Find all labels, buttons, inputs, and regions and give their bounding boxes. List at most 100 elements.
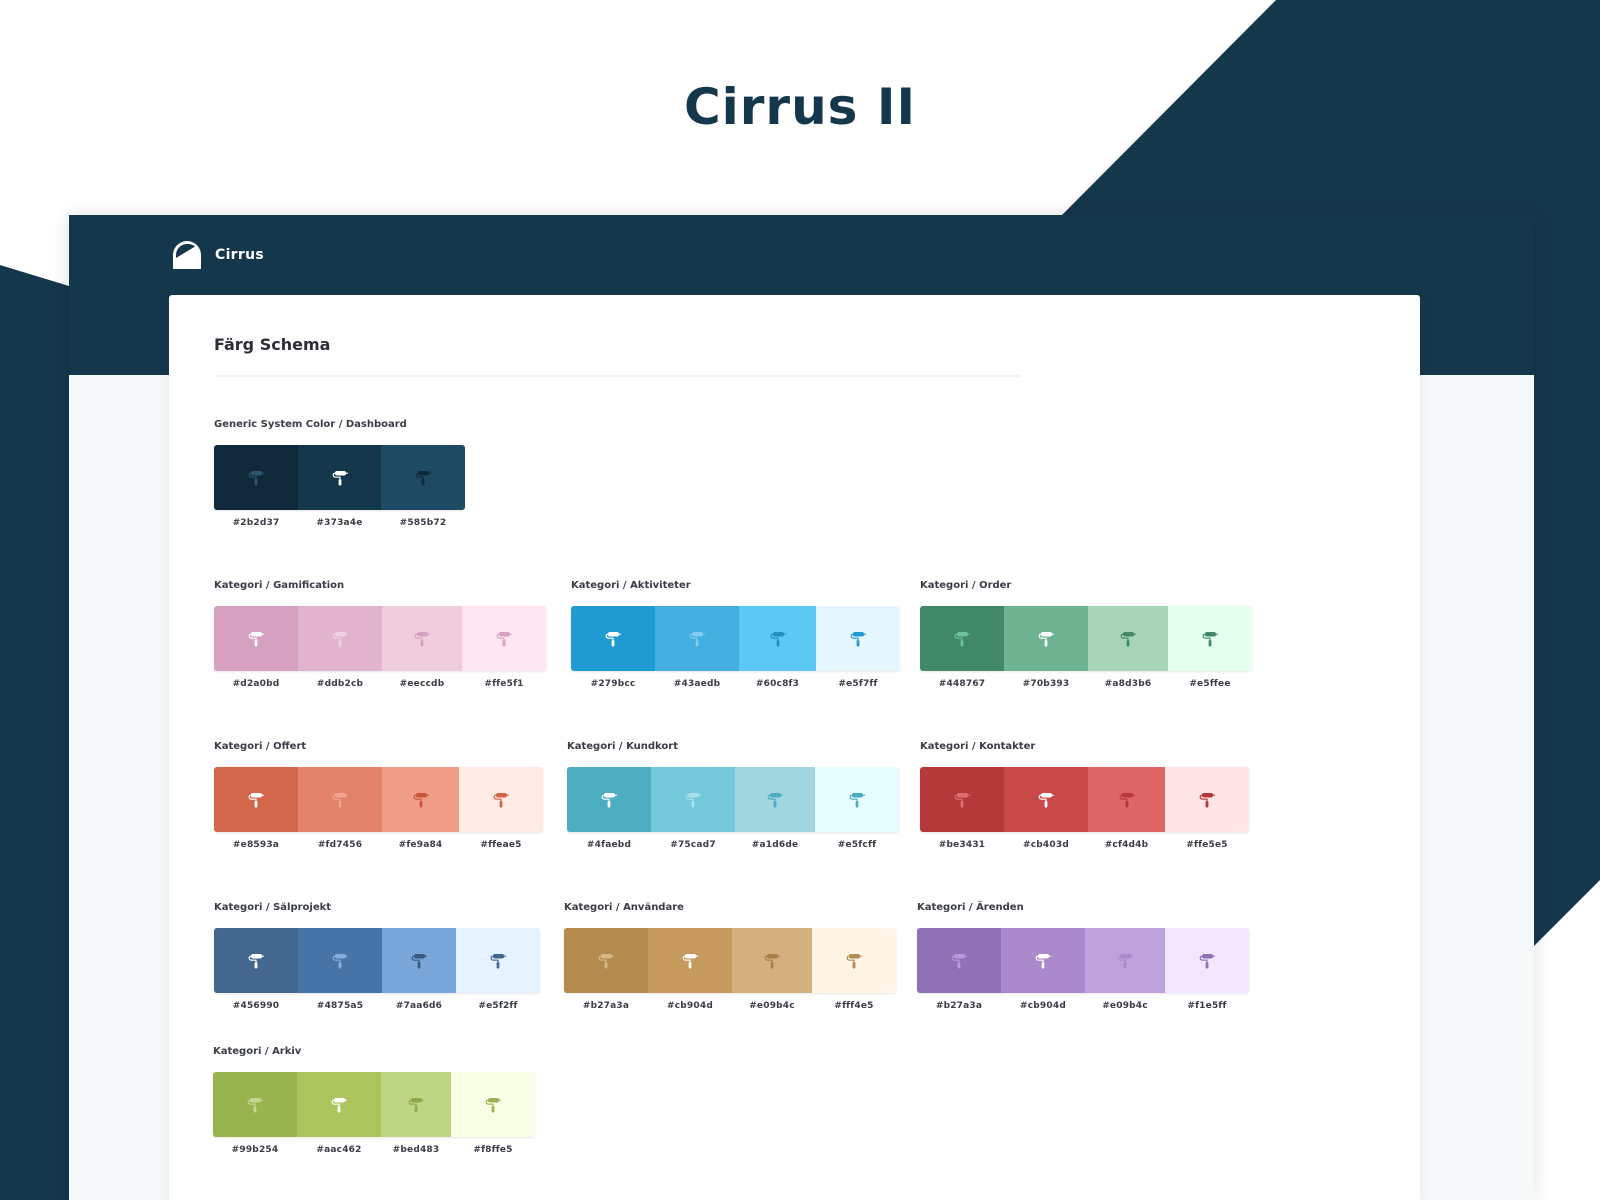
color-swatch[interactable] bbox=[382, 606, 462, 671]
color-swatch[interactable] bbox=[735, 767, 815, 832]
color-swatch[interactable] bbox=[564, 928, 648, 993]
color-swatch[interactable] bbox=[1088, 606, 1168, 671]
color-swatch[interactable] bbox=[651, 767, 735, 832]
swatch-hex-label: #eeccdb bbox=[399, 679, 445, 689]
cirrus-logo-icon bbox=[173, 241, 201, 269]
swatch-labels: #99b254 #aac462 #bed483 #f8ffe5 bbox=[213, 1145, 535, 1155]
paint-roller-icon bbox=[485, 1097, 502, 1112]
color-swatch[interactable] bbox=[381, 1072, 451, 1137]
color-swatch[interactable] bbox=[1001, 928, 1085, 993]
color-swatch[interactable] bbox=[214, 606, 298, 671]
swatch-hex-label: #aac462 bbox=[316, 1145, 362, 1155]
paint-roller-icon bbox=[1120, 631, 1137, 646]
brand[interactable]: Cirrus bbox=[171, 239, 264, 271]
paint-roller-icon bbox=[767, 792, 784, 807]
card-title: Färg Schema bbox=[214, 335, 331, 354]
paint-roller-icon bbox=[689, 631, 706, 646]
paint-roller-icon bbox=[1119, 792, 1135, 807]
swatch-hex-label: #fff4e5 bbox=[834, 1001, 874, 1011]
swatch-strip bbox=[214, 606, 546, 671]
palette-label: Kategori / Gamification bbox=[214, 580, 345, 591]
color-palette-dashboard: Generic System Color / Dashboard #2b2d37… bbox=[214, 418, 465, 528]
color-swatch[interactable] bbox=[1004, 606, 1088, 671]
color-swatch[interactable] bbox=[298, 445, 381, 510]
paint-roller-icon bbox=[248, 470, 265, 485]
swatch-hex-label: #e5f2ff bbox=[478, 1001, 518, 1011]
paint-roller-icon bbox=[951, 953, 968, 968]
paint-roller-icon bbox=[247, 1097, 264, 1112]
swatch-hex-label: #7aa6d6 bbox=[395, 1001, 443, 1011]
paint-roller-icon bbox=[764, 953, 781, 968]
color-swatch[interactable] bbox=[297, 1072, 381, 1137]
color-swatch[interactable] bbox=[920, 606, 1004, 671]
swatch-strip bbox=[564, 928, 896, 993]
paint-roller-icon bbox=[332, 631, 349, 646]
paint-roller-icon bbox=[601, 792, 618, 807]
swatch-hex-label: #fd7456 bbox=[317, 840, 363, 850]
swatch-hex-label: #e8593a bbox=[232, 840, 280, 850]
palette-label: Kategori / Aktiviteter bbox=[571, 580, 691, 591]
color-swatch[interactable] bbox=[812, 928, 896, 993]
palette-label: Kategori / Offert bbox=[214, 741, 307, 752]
paint-roller-icon bbox=[332, 792, 349, 807]
color-swatch[interactable] bbox=[298, 928, 382, 993]
color-swatch[interactable] bbox=[917, 928, 1001, 993]
paint-roller-icon bbox=[846, 953, 863, 968]
swatch-hex-label: #b27a3a bbox=[935, 1001, 983, 1011]
color-swatch[interactable] bbox=[816, 606, 900, 671]
color-swatch[interactable] bbox=[655, 606, 739, 671]
color-swatch[interactable] bbox=[382, 928, 456, 993]
swatch-hex-label: #ffe5f1 bbox=[484, 679, 524, 689]
swatch-hex-label: #585b72 bbox=[399, 518, 447, 528]
color-palette-arkiv: Kategori / Arkiv #99b254 #aac462 #bed483 #f… bbox=[213, 1045, 535, 1155]
swatch-hex-label: #e5f7ff bbox=[838, 679, 878, 689]
color-swatch[interactable] bbox=[815, 767, 899, 832]
color-swatch[interactable] bbox=[456, 928, 540, 993]
swatch-hex-label: #60c8f3 bbox=[755, 679, 800, 689]
swatch-hex-label: #99b254 bbox=[231, 1145, 279, 1155]
swatch-hex-label: #ddb2cb bbox=[316, 679, 364, 689]
color-swatch[interactable] bbox=[1088, 767, 1165, 832]
color-swatch[interactable] bbox=[459, 767, 543, 832]
color-swatch[interactable] bbox=[381, 445, 465, 510]
color-swatch[interactable] bbox=[214, 928, 298, 993]
palette-label: Kategori / Ärenden bbox=[917, 902, 1024, 913]
color-swatch[interactable] bbox=[1165, 767, 1249, 832]
swatch-hex-label: #f8ffe5 bbox=[473, 1145, 513, 1155]
color-palette-order: Kategori / Order #448767 #70b393 #a8d3b6 #e… bbox=[920, 579, 1252, 689]
color-swatch[interactable] bbox=[298, 606, 382, 671]
color-swatch[interactable] bbox=[567, 767, 651, 832]
swatch-hex-label: #e09b4c bbox=[749, 1001, 795, 1011]
color-swatch[interactable] bbox=[732, 928, 812, 993]
swatch-labels: #b27a3a #cb904d #e09b4c #fff4e5 bbox=[564, 1001, 896, 1011]
swatch-hex-label: #cb904d bbox=[1020, 1001, 1066, 1011]
color-swatch[interactable] bbox=[1085, 928, 1165, 993]
paint-roller-icon bbox=[1202, 631, 1219, 646]
color-swatch[interactable] bbox=[214, 767, 298, 832]
paint-roller-icon bbox=[332, 953, 349, 968]
swatch-hex-label: #a1d6de bbox=[751, 840, 799, 850]
color-swatch[interactable] bbox=[571, 606, 655, 671]
color-swatch[interactable] bbox=[1004, 767, 1088, 832]
swatch-labels: #2b2d37 #373a4e #585b72 bbox=[214, 518, 465, 528]
swatch-hex-label: #e5ffee bbox=[1189, 679, 1231, 689]
swatch-hex-label: #fe9a84 bbox=[398, 840, 443, 850]
color-swatch[interactable] bbox=[462, 606, 546, 671]
color-swatch[interactable] bbox=[382, 767, 459, 832]
color-swatch[interactable] bbox=[1168, 606, 1252, 671]
color-palette-anvandare: Kategori / Användare #b27a3a #cb904d #e09b… bbox=[564, 901, 896, 1011]
color-swatch[interactable] bbox=[298, 767, 382, 832]
color-swatch[interactable] bbox=[739, 606, 816, 671]
color-swatch[interactable] bbox=[451, 1072, 535, 1137]
color-swatch[interactable] bbox=[648, 928, 732, 993]
paint-roller-icon bbox=[248, 792, 265, 807]
paint-roller-icon bbox=[954, 792, 971, 807]
color-swatch[interactable] bbox=[920, 767, 1004, 832]
color-swatch[interactable] bbox=[1165, 928, 1249, 993]
color-swatch[interactable] bbox=[214, 445, 298, 510]
swatch-hex-label: #373a4e bbox=[316, 518, 363, 528]
paint-roller-icon bbox=[850, 631, 867, 646]
color-swatch[interactable] bbox=[213, 1072, 297, 1137]
paint-roller-icon bbox=[248, 953, 265, 968]
paint-roller-icon bbox=[248, 631, 265, 646]
